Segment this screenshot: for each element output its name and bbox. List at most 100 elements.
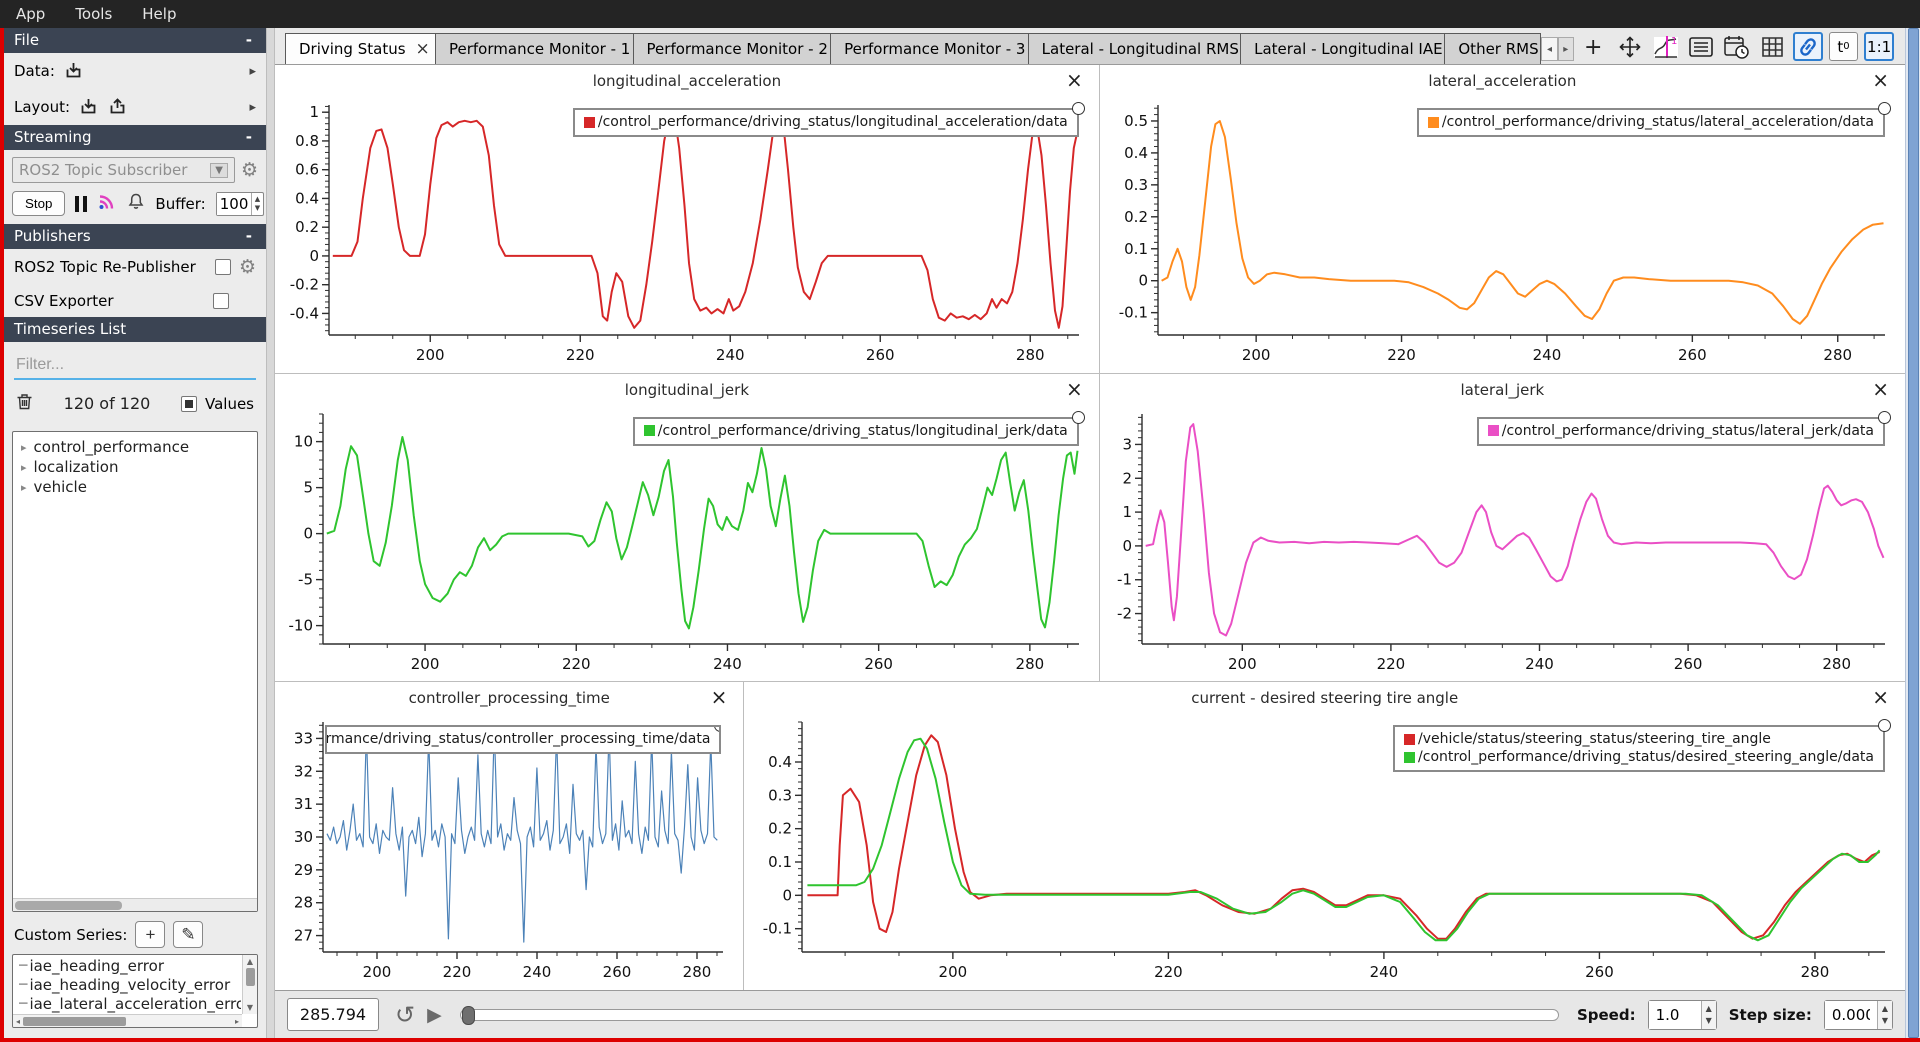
buffer-up-icon[interactable]: ▲ (254, 194, 261, 203)
tab-scroll-left-icon[interactable]: ◂ (1541, 37, 1558, 61)
pause-icon[interactable] (75, 195, 88, 212)
sidebar-splitter[interactable] (266, 28, 275, 1038)
plot-legend[interactable]: /vehicle/status/steering_status/steering… (1393, 719, 1891, 773)
plot-legend[interactable]: /control_performance/driving_status/late… (1416, 102, 1891, 137)
legend-handle-icon[interactable] (1878, 719, 1891, 733)
delete-series-trash-icon[interactable] (16, 392, 33, 415)
plot-longitudinal-jerk[interactable]: longitudinal_jerk × 10 5 0 -5 -10 200 220 240 26… (275, 373, 1100, 682)
stop-streaming-button[interactable]: Stop (12, 191, 66, 216)
tree-item-localization[interactable]: ▸ localization (21, 458, 119, 476)
tab-scroll-right-icon[interactable]: ▸ (1557, 37, 1574, 61)
notifications-bell-icon[interactable] (127, 192, 145, 215)
collapse-publishers-button[interactable]: - (245, 227, 252, 245)
legend-handle-icon[interactable] (1071, 102, 1085, 115)
tab-lateral-longitudinal-rms[interactable]: Lateral - Longitudinal RMS (1028, 33, 1242, 64)
collapse-streaming-button[interactable]: - (245, 128, 252, 146)
grid-layout-icon[interactable] (1757, 32, 1787, 61)
close-icon[interactable]: × (1066, 376, 1083, 401)
buffer-down-icon[interactable]: ▼ (254, 203, 261, 212)
tab-performance-monitor-2[interactable]: Performance Monitor - 2 (633, 33, 832, 64)
legend-entry[interactable]: /control_performance/driving_status/long… (583, 113, 1068, 131)
curve-tracker-icon[interactable]: 1 (1651, 32, 1681, 61)
plot-legend[interactable]: /control_performance/driving_status/long… (632, 410, 1085, 446)
section-header-file[interactable]: File - (4, 28, 266, 53)
custom-list-vscrollbar[interactable]: ▲ ▼ (242, 955, 257, 1014)
collapse-file-button[interactable]: - (245, 31, 252, 49)
custom-series-item[interactable]: ─ iae_heading_error (19, 957, 164, 975)
add-tab-button[interactable]: + (1583, 35, 1603, 60)
current-time-display[interactable]: 285.794 (287, 998, 379, 1031)
add-custom-series-button[interactable]: + (135, 921, 166, 948)
custom-series-item[interactable]: ─ iae_heading_velocity_error (19, 976, 231, 994)
timeseries-filter-input[interactable] (14, 352, 256, 380)
custom-series-item[interactable]: ─ iae_lateral_acceleration_error (19, 995, 241, 1013)
close-icon[interactable]: × (1066, 68, 1083, 92)
legend-entry[interactable]: /control_performance/driving_status/late… (1427, 113, 1874, 131)
legend-handle-icon[interactable] (1878, 102, 1891, 115)
menu-app[interactable]: App (16, 5, 46, 23)
load-data-icon[interactable] (63, 61, 84, 81)
legend-entry[interactable]: /control_performance/driving_status/late… (1487, 422, 1874, 440)
save-layout-icon[interactable] (107, 97, 128, 117)
expand-arrow-icon[interactable]: ▸ (21, 480, 27, 494)
plot-legend[interactable]: /control_performance/driving_status/long… (572, 102, 1085, 137)
legend-list-icon[interactable] (1686, 32, 1716, 61)
expand-arrow-icon[interactable]: ▸ (21, 460, 27, 474)
step-size-spinbox[interactable]: ▲▼ (1823, 999, 1893, 1030)
tab-other-rms[interactable]: Other RMS (1445, 33, 1542, 64)
plot-lateral-jerk[interactable]: lateral_jerk × 3 2 1 0 -1 -2 200 220 240 260 280/c… (1100, 374, 1905, 682)
plot-controller-processing-time[interactable]: controller_processing_time × 33 32 31 30 29 2… (275, 682, 745, 991)
plot-legend[interactable]: /control_performance/driving_status/cont… (325, 725, 722, 755)
loop-icon[interactable]: ↺ (395, 1000, 416, 1029)
legend-handle-icon[interactable] (1878, 410, 1891, 424)
section-header-streaming[interactable]: Streaming - (4, 125, 266, 150)
step-size-input[interactable] (1824, 1000, 1877, 1029)
legend-entry[interactable]: /vehicle/status/steering_status/steering… (1404, 730, 1874, 748)
custom-list-hscrollbar[interactable]: ◂ ▸ (13, 1014, 242, 1027)
legend-entry[interactable]: /control_performance/driving_status/cont… (325, 731, 711, 748)
link-xaxis-icon[interactable] (1792, 32, 1823, 61)
republisher-gear-icon[interactable]: ⚙ (238, 256, 256, 278)
fullscreen-arrows-icon[interactable] (1615, 32, 1645, 61)
right-scrollbar[interactable] (1905, 28, 1920, 1038)
close-icon[interactable]: × (710, 685, 728, 710)
legend-handle-icon[interactable] (714, 727, 720, 733)
buffer-spinbox[interactable]: ▲▼ (215, 191, 265, 216)
step-up-icon[interactable]: ▲ (1881, 1003, 1888, 1013)
section-header-publishers[interactable]: Publishers - (4, 224, 266, 249)
plot-lateral-acceleration[interactable]: lateral_acceleration × 0.5 0.4 0.3 0.2 0.1 0 -… (1100, 65, 1905, 373)
streaming-settings-gear-icon[interactable]: ⚙ (240, 159, 258, 181)
legend-handle-icon[interactable] (1071, 410, 1085, 424)
play-icon[interactable]: ▶ (427, 1003, 442, 1026)
close-icon[interactable]: × (1872, 685, 1889, 710)
tab-performance-monitor-3[interactable]: Performance Monitor - 3 (831, 33, 1029, 64)
values-checkbox[interactable] (180, 395, 197, 412)
menu-help[interactable]: Help (142, 5, 177, 23)
speed-down-icon[interactable]: ▼ (1705, 1015, 1712, 1025)
tab-close-icon[interactable]: × (415, 39, 430, 59)
speed-spinbox[interactable]: ▲▼ (1647, 999, 1717, 1030)
speed-up-icon[interactable]: ▲ (1705, 1003, 1712, 1013)
tab-lateral-longitudinal-iae[interactable]: Lateral - Longitudinal IAE (1241, 33, 1446, 64)
streaming-source-select[interactable]: ROS2 Topic Subscriber ▼ (12, 157, 235, 183)
plot-longitudinal-acceleration[interactable]: longitudinal_acceleration × 1 0.8 0.6 0.4 0.… (275, 65, 1100, 373)
tree-item-vehicle[interactable]: ▸ vehicle (21, 478, 87, 496)
time-slider-handle[interactable] (461, 1005, 475, 1025)
menu-tools[interactable]: Tools (75, 5, 113, 23)
close-icon[interactable]: × (1872, 68, 1889, 92)
plot-legend[interactable]: /control_performance/driving_status/late… (1476, 410, 1891, 446)
republisher-checkbox[interactable] (214, 259, 231, 275)
plot-steering-tire-angle[interactable]: current - desired steering tire angle × … (744, 682, 1905, 990)
buffer-input[interactable] (216, 192, 251, 215)
load-layout-icon[interactable] (78, 97, 99, 117)
datetime-icon[interactable] (1722, 32, 1752, 61)
edit-custom-series-button[interactable]: ✎ (173, 921, 204, 948)
close-icon[interactable]: × (1872, 376, 1889, 401)
tab-driving-status[interactable]: Driving Status × (285, 33, 436, 64)
combo-dropdown-icon[interactable]: ▼ (210, 162, 228, 178)
rss-stream-icon[interactable] (97, 192, 117, 215)
tree-horizontal-scrollbar[interactable] (13, 898, 257, 911)
step-down-icon[interactable]: ▼ (1881, 1015, 1888, 1025)
ratio-1to1-icon[interactable]: 1:1 (1864, 32, 1894, 61)
tab-performance-monitor-1[interactable]: Performance Monitor - 1 (436, 33, 634, 64)
